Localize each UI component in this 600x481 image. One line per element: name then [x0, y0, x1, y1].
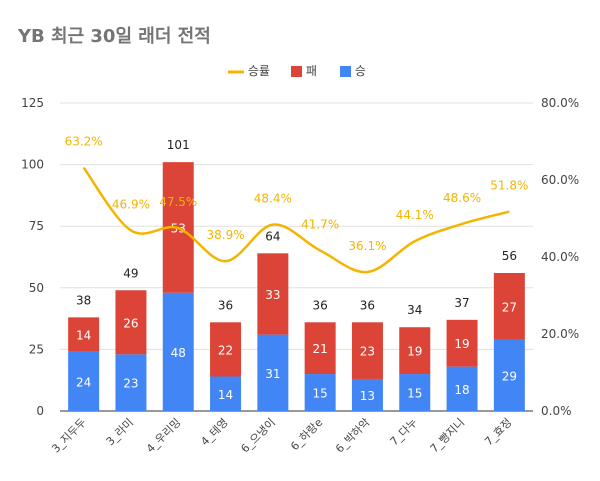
bar-total-label: 49 — [123, 266, 138, 280]
win-rate-label: 44.1% — [396, 208, 434, 222]
bar-losses — [446, 319, 478, 367]
y-left-tick-label: 0 — [36, 404, 44, 418]
bar-losses-label: 19 — [407, 345, 422, 359]
bar-losses-label: 14 — [76, 329, 91, 343]
bar-wins-label: 31 — [265, 367, 280, 381]
x-tick-label: 6_하랑e — [287, 415, 325, 453]
bar-wins — [257, 334, 289, 411]
bar-losses — [304, 322, 336, 375]
x-tick-label: 7_효정 — [482, 416, 514, 448]
y-left-tick-label: 25 — [29, 342, 44, 356]
win-rate-line — [82, 166, 510, 274]
bar-wins — [493, 339, 525, 411]
win-rate-label: 48.6% — [443, 191, 481, 205]
legend: 승률 패 승 — [0, 62, 600, 82]
win-rate-label: 36.1% — [348, 239, 386, 253]
legend-item-wins: 승 — [340, 62, 366, 79]
chart-title: YB 최근 30일 래더 전적 — [18, 26, 211, 47]
win-rate-label: 38.9% — [206, 228, 244, 242]
legend-label-wins: 승 — [354, 64, 366, 78]
bar-wins — [68, 351, 100, 411]
bar-wins — [162, 292, 194, 411]
bar-wins-label: 29 — [502, 369, 517, 383]
legend-swatch-wins — [340, 66, 351, 77]
bar-total-label: 37 — [454, 296, 469, 310]
y-left-tick-label: 75 — [29, 219, 44, 233]
bar-losses — [68, 317, 100, 352]
legend-label-win-rate: 승률 — [247, 64, 270, 78]
bar-wins — [210, 376, 242, 411]
bar-losses-label: 22 — [218, 343, 233, 357]
legend-label-losses: 패 — [305, 64, 317, 78]
legend-line-swatch — [228, 70, 244, 73]
bar-wins — [115, 354, 147, 411]
y-right-tick-label: 20.0% — [541, 327, 579, 341]
bar-total-label: 101 — [167, 138, 190, 152]
y-right-tick-label: 40.0% — [541, 250, 579, 264]
x-tick-label: 3_지두두 — [49, 416, 88, 455]
bar-losses — [351, 322, 383, 379]
bar-losses — [493, 273, 525, 340]
y-right-tick-label: 80.0% — [541, 96, 579, 110]
y-left-tick-label: 50 — [29, 281, 44, 295]
x-tick-label: 7_다누 — [388, 416, 420, 448]
x-tick-label: 6_으냉이 — [238, 416, 277, 455]
bar-wins-label: 14 — [218, 388, 233, 402]
win-rate-label: 63.2% — [65, 135, 103, 149]
y-left-tick-label: 100 — [21, 158, 44, 172]
bar-losses-label: 27 — [502, 300, 517, 314]
legend-swatch-losses — [291, 66, 302, 77]
bar-losses — [257, 253, 289, 335]
bar-total-label: 64 — [265, 229, 280, 243]
bar-total-label: 34 — [407, 303, 422, 317]
bar-losses-label: 19 — [454, 337, 469, 351]
win-rate-label: 41.7% — [301, 217, 339, 231]
bar-wins — [351, 378, 383, 411]
bar-wins — [399, 374, 431, 411]
x-tick-label: 4_테영 — [198, 416, 230, 448]
bar-wins — [446, 366, 478, 411]
bar-losses-label: 21 — [313, 342, 328, 356]
bar-wins — [304, 374, 336, 411]
bar-wins-label: 15 — [313, 387, 328, 401]
bar-total-label: 36 — [218, 298, 233, 312]
x-tick-label: 3_라미 — [104, 416, 136, 448]
win-rate-label: 48.4% — [254, 192, 292, 206]
win-rate-label: 47.5% — [159, 195, 197, 209]
bar-wins-label: 24 — [76, 375, 91, 389]
bar-wins-label: 23 — [123, 377, 138, 391]
y-left-tick-label: 125 — [21, 96, 44, 110]
x-tick-label: 4_우리밍 — [144, 416, 183, 455]
y-right-tick-label: 60.0% — [541, 173, 579, 187]
bar-total-label: 36 — [313, 298, 328, 312]
bar-wins-label: 13 — [360, 389, 375, 403]
bar-losses-label: 26 — [123, 316, 138, 330]
bar-total-label: 38 — [76, 293, 91, 307]
bar-wins-label: 48 — [171, 346, 186, 360]
win-rate-label: 51.8% — [490, 179, 528, 193]
bar-total-label: 56 — [502, 249, 517, 263]
bar-total-label: 36 — [360, 298, 375, 312]
bar-wins-label: 18 — [454, 383, 469, 397]
x-tick-label: 6_박하악 — [332, 415, 372, 455]
y-right-tick-label: 0.0% — [541, 404, 572, 418]
bar-losses-label: 33 — [265, 288, 280, 302]
win-rate-label: 46.9% — [112, 197, 150, 211]
bar-losses-label: 23 — [360, 345, 375, 359]
x-tick-label: 7_빵지니 — [428, 416, 467, 455]
bar-losses — [115, 290, 147, 355]
bar-losses — [210, 322, 242, 377]
bar-losses — [399, 327, 431, 375]
legend-item-losses: 패 — [291, 62, 317, 79]
legend-item-win-rate: 승률 — [228, 62, 270, 79]
bar-wins-label: 15 — [407, 387, 422, 401]
